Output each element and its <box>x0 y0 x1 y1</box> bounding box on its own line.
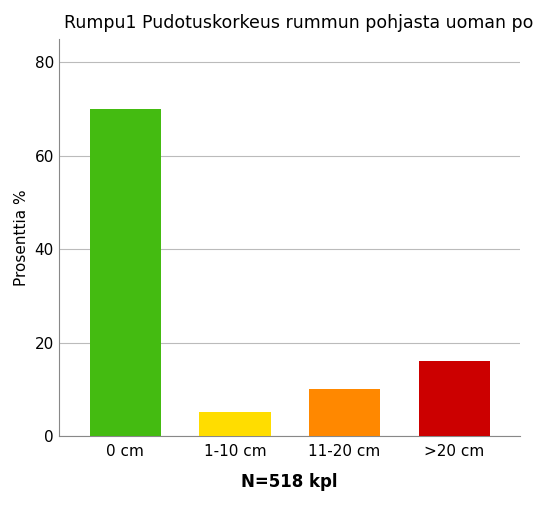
Y-axis label: Prosenttia %: Prosenttia % <box>14 189 29 286</box>
Bar <box>90 109 161 436</box>
Bar <box>309 389 380 436</box>
Bar <box>199 412 271 436</box>
X-axis label: N=518 kpl: N=518 kpl <box>241 473 338 491</box>
Bar <box>419 361 490 436</box>
Text: Rumpu1 Pudotuskorkeus rummun pohjasta uoman pohjaan: Rumpu1 Pudotuskorkeus rummun pohjasta uo… <box>64 14 534 32</box>
